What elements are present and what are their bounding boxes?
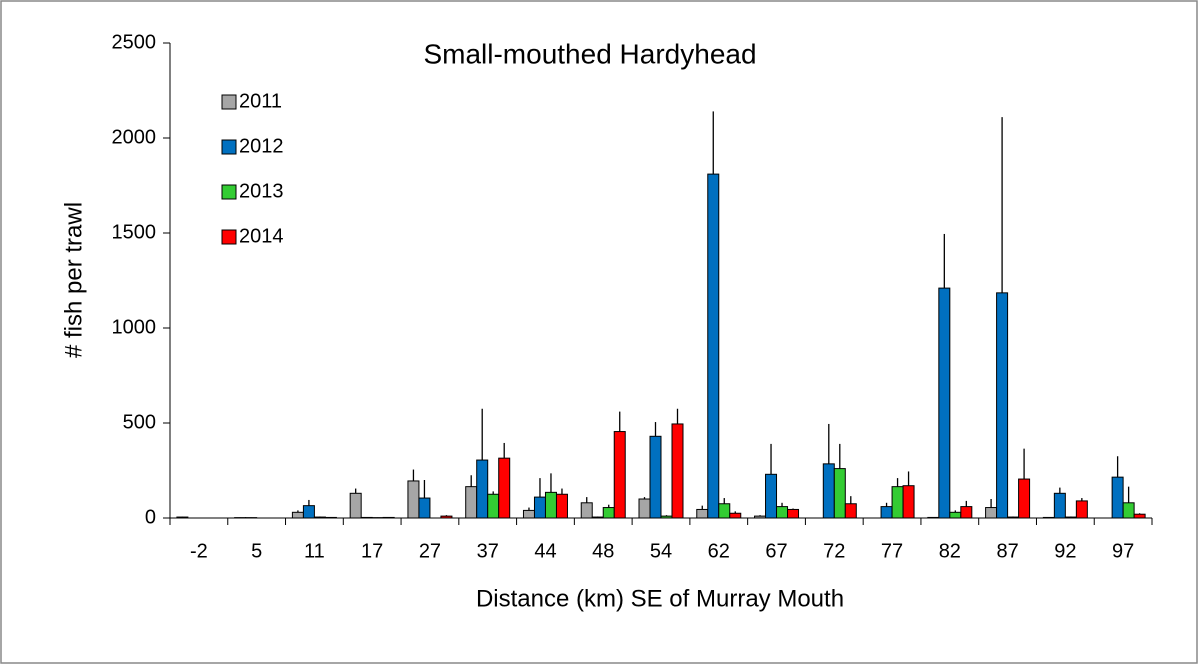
bar (545, 492, 556, 518)
bar (788, 509, 799, 518)
bar (534, 497, 545, 518)
bar (292, 512, 303, 518)
x-tick-label: 37 (477, 540, 499, 562)
y-tick-label: 2500 (112, 31, 157, 53)
legend-swatch (222, 230, 236, 244)
bar (845, 504, 856, 518)
x-tick-label: 48 (592, 540, 614, 562)
bar (650, 436, 661, 518)
bar (997, 293, 1008, 518)
bar (881, 507, 892, 518)
legend-swatch (222, 95, 236, 109)
bar (766, 474, 777, 518)
x-tick-label: 72 (823, 540, 845, 562)
bar (939, 288, 950, 518)
bar (1019, 479, 1030, 518)
x-tick-label: 5 (251, 540, 262, 562)
y-tick-label: 0 (145, 506, 156, 528)
bar (961, 507, 972, 518)
bar (1123, 503, 1134, 518)
bar (614, 432, 625, 518)
bar (903, 486, 914, 518)
bar (950, 512, 961, 518)
x-tick-label: 87 (996, 540, 1018, 562)
bar (499, 458, 510, 518)
bar (777, 507, 788, 518)
bar (419, 498, 430, 518)
x-tick-label: 27 (419, 540, 441, 562)
bar (639, 499, 650, 518)
bar (730, 513, 741, 518)
bar (488, 494, 499, 518)
bar (986, 508, 997, 518)
bar (697, 509, 708, 518)
bar (1054, 493, 1065, 518)
y-tick-label: 500 (123, 411, 156, 433)
x-tick-label: 54 (650, 540, 672, 562)
x-tick-label: 44 (534, 540, 556, 562)
bar (523, 510, 534, 518)
x-tick-label: 67 (765, 540, 787, 562)
bar (823, 464, 834, 518)
bar (581, 503, 592, 518)
y-tick-label: 1000 (112, 316, 157, 338)
chart-title: Small-mouthed Hardyhead (423, 38, 756, 69)
legend-swatch (222, 185, 236, 199)
x-tick-label: -2 (190, 540, 208, 562)
legend-label: 2012 (239, 135, 284, 157)
bar (834, 469, 845, 518)
x-tick-label: 82 (939, 540, 961, 562)
x-tick-label: 11 (304, 540, 325, 562)
x-tick-label: 97 (1112, 540, 1134, 562)
x-axis-label: Distance (km) SE of Murray Mouth (476, 585, 844, 612)
y-tick-label: 2000 (112, 126, 157, 148)
bar (892, 487, 903, 518)
legend-label: 2014 (239, 225, 284, 247)
x-tick-label: 92 (1054, 540, 1076, 562)
bar (603, 508, 614, 518)
bar (466, 487, 477, 518)
bar (303, 506, 314, 518)
legend-label: 2013 (239, 180, 284, 202)
bar (408, 481, 419, 518)
legend-swatch (222, 140, 236, 154)
y-tick-label: 1500 (112, 221, 157, 243)
x-tick-label: 77 (881, 540, 903, 562)
bar (1112, 477, 1123, 518)
bar (1134, 514, 1145, 518)
bar (719, 504, 730, 518)
bar (1076, 501, 1087, 518)
y-axis-label: # fish per trawl (60, 202, 87, 358)
bar (672, 424, 683, 518)
x-tick-label: 62 (708, 540, 730, 562)
legend-label: 2011 (239, 90, 282, 112)
bar (708, 174, 719, 518)
bar (477, 460, 488, 518)
bar (350, 493, 361, 518)
x-tick-label: 17 (361, 540, 383, 562)
bar (556, 494, 567, 518)
